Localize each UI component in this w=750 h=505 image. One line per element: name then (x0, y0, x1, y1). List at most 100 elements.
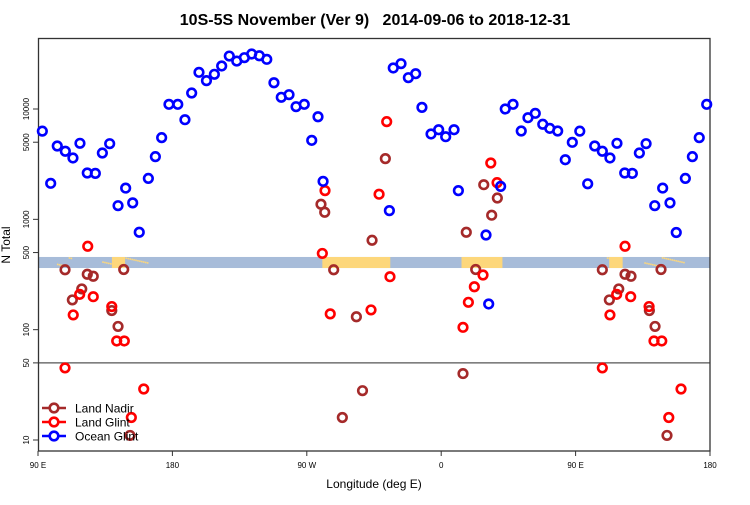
x-axis: 90 E 180 90 W 0 90 E 180 (30, 451, 717, 470)
land-speckle (58, 264, 61, 266)
land-speckle (129, 258, 131, 260)
ocean-glint-point (693, 132, 705, 144)
x-tick-label: 180 (703, 461, 717, 470)
land-nadir-point (319, 206, 331, 218)
land-speckle (142, 261, 145, 263)
land-speckle (104, 261, 106, 264)
land-speckle (681, 261, 683, 263)
ocean-glint-point (582, 178, 594, 190)
land-speckle (109, 263, 112, 265)
land-nadir-point (625, 270, 637, 282)
land-glint-point (67, 309, 79, 321)
land-nadir-point (649, 320, 661, 333)
land-glint-point (319, 185, 331, 197)
land-speckle (108, 262, 110, 265)
ocean-glint-point (495, 180, 507, 192)
ocean-glint-point (261, 53, 273, 65)
land-speckle (606, 257, 609, 259)
land-speckle (650, 263, 652, 266)
land-glint-point (324, 308, 336, 320)
ocean-glint-point (216, 60, 228, 72)
land-glint-point (462, 296, 474, 308)
ocean-glint-point (552, 125, 564, 137)
ocean-glint-point (223, 50, 235, 62)
land-glint-point (381, 116, 393, 128)
ocean-glint-point (433, 124, 445, 136)
ocean-glint-point (657, 182, 669, 194)
ocean-glint-point (149, 151, 161, 163)
land-nadir-point (619, 268, 631, 280)
land-speckle (644, 262, 646, 264)
land-speckle (655, 264, 658, 267)
legend-marker-ocean-glint (48, 430, 60, 442)
land-speckle (608, 257, 611, 260)
land-speckle (135, 259, 137, 262)
land-region (461, 256, 503, 269)
land-glint-point (59, 362, 71, 374)
land-nadir-point (66, 294, 78, 306)
land-glint-point (596, 362, 608, 374)
land-speckle (646, 262, 648, 265)
land-nadir-point (460, 226, 472, 238)
land-speckle (117, 264, 120, 267)
land-nadir-point (112, 320, 124, 333)
land-region (322, 256, 391, 269)
land-speckle (683, 261, 685, 264)
ocean-glint-point (452, 185, 464, 197)
land-glint-point (675, 383, 687, 395)
land-speckle (675, 260, 677, 262)
land-nadir-point (613, 283, 625, 295)
ocean-glint-point (104, 138, 116, 150)
ocean-glint-point (529, 107, 541, 119)
land-glint-point (373, 188, 385, 200)
land-nadir-point (366, 234, 378, 246)
land-speckle (648, 263, 650, 265)
ocean-glint-point (268, 77, 280, 89)
land-speckle (667, 258, 670, 260)
land-speckle (131, 258, 133, 261)
ocean-glint-point (36, 125, 48, 137)
land-glint-point (384, 271, 396, 283)
ocean-glint-point (574, 125, 586, 137)
ocean-glint-point (120, 182, 132, 194)
ocean-glint-point (395, 58, 407, 70)
legend-label-land-glint: Land Glint (75, 416, 130, 430)
land-glint-point (82, 240, 94, 252)
land-speckle (144, 261, 147, 264)
ocean-glint-point (306, 134, 318, 146)
ocean-glint-point (679, 172, 691, 185)
land-glint-point (457, 321, 469, 333)
land-glint-point (316, 247, 328, 260)
x-tick-label: 90 E (30, 461, 46, 470)
land-nadir-point (643, 304, 655, 317)
land-glint-point (604, 309, 616, 321)
land-nadir-point (486, 209, 498, 221)
ocean-glint-point (640, 138, 652, 150)
land-speckle (139, 260, 141, 262)
x-tick-label: 0 (439, 461, 444, 470)
land-speckle (652, 263, 654, 266)
legend-marker-land-glint (48, 416, 60, 428)
ocean-glint-point (448, 124, 460, 136)
land-glint-point (656, 335, 668, 347)
ocean-glint-point (89, 167, 101, 179)
land-speckle (102, 261, 104, 263)
land-nadir-point (328, 264, 340, 276)
land-speckle (60, 264, 63, 267)
land-speckle (123, 266, 126, 268)
land-speckle (669, 258, 672, 261)
ocean-glint-point (670, 226, 682, 239)
y-tick-label: 50 (22, 358, 31, 367)
ocean-glint-point (96, 147, 108, 159)
ocean-glint-point (51, 140, 63, 152)
ocean-glint-point (74, 137, 86, 149)
land-speckle (113, 263, 116, 266)
ocean-glint-point (127, 197, 139, 209)
land-speckle (111, 263, 114, 266)
ocean-glint-point (179, 114, 191, 126)
y-tick-label: 5000 (22, 133, 31, 151)
land-speckle (673, 259, 676, 262)
land-nadir-point (336, 411, 348, 424)
land-speckle (663, 257, 666, 260)
